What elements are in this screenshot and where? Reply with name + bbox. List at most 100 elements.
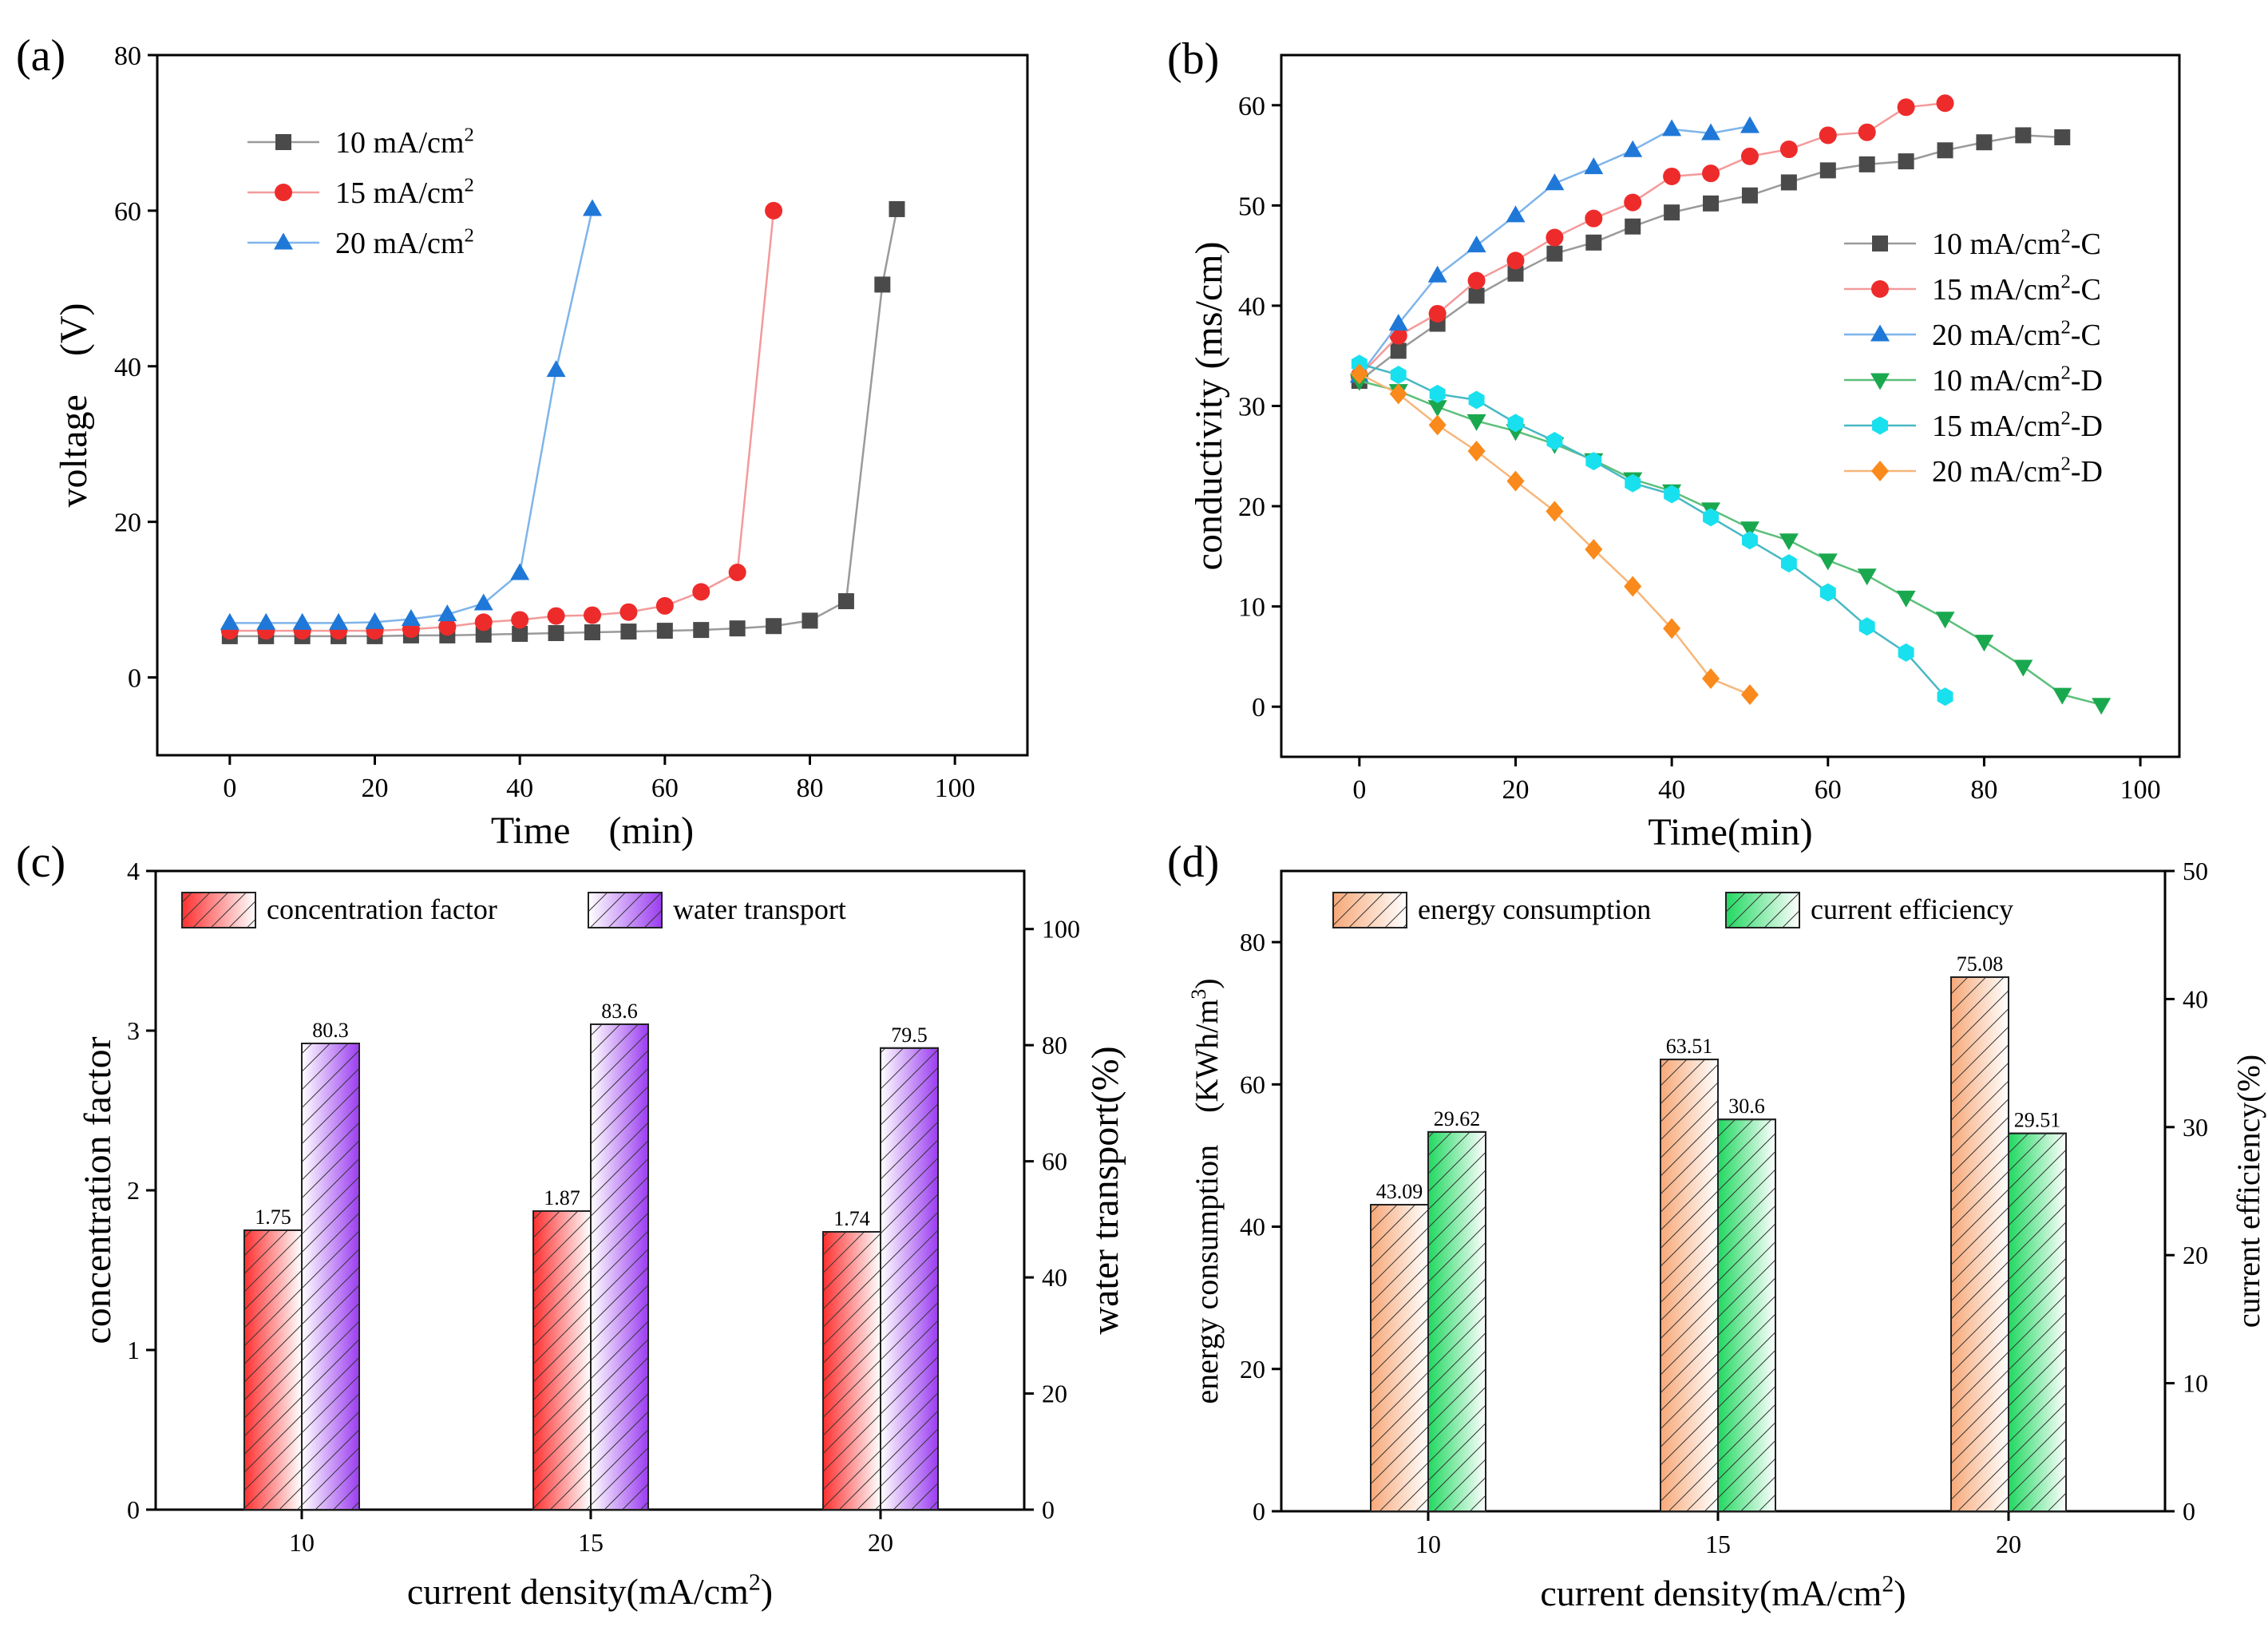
data-point <box>1584 157 1604 175</box>
legend-entry: 15 mA/cm2 <box>335 175 474 210</box>
y-right-tick-label: 20 <box>1042 1380 1067 1408</box>
y-axis-label-main: energy consumption (KWh/m <box>1189 1000 1225 1404</box>
legend-entry-sup: 2 <box>2060 362 2070 384</box>
series-line <box>229 208 898 638</box>
bar-hatch <box>1370 1204 1429 1513</box>
data-point <box>837 593 854 610</box>
data-point <box>1546 431 1563 450</box>
plot-frame <box>156 53 1029 757</box>
x-axis-label-main: current density(mA/cm <box>407 1571 749 1612</box>
bar-series-0: 43.09 63.51 75.08 <box>1370 952 2009 1513</box>
data-point <box>437 604 457 622</box>
data-point <box>1427 265 1447 283</box>
x-tick-label: 40 <box>506 774 533 803</box>
series-2 <box>220 199 602 630</box>
legend-entry-main: 15 mA/cm <box>1932 410 2060 443</box>
legend-entry: 15 mA/cm2-C <box>1932 271 2101 307</box>
data-point <box>547 607 565 625</box>
data-point <box>584 606 601 624</box>
data-point <box>1780 174 1797 191</box>
legend-swatch-hatch <box>1725 892 1800 928</box>
x-tick-label: 20 <box>1502 775 1529 805</box>
panel-label-a: (a) <box>16 31 65 81</box>
chart-panel-d: 0 20 40 60 80 0 10 20 30 40 50 10 15 20 current densit… <box>1187 857 2266 1613</box>
legend-marker <box>1872 236 1888 251</box>
y-tick-label: 40 <box>1238 292 1265 322</box>
legend-marker <box>274 232 293 250</box>
panel-label-c: (c) <box>16 837 65 887</box>
series-5 <box>1350 363 1759 706</box>
data-point <box>1624 576 1642 597</box>
bar-data-label: 43.09 <box>1376 1180 1423 1203</box>
bar-hatch <box>532 1210 592 1510</box>
y-right-axis-label: water transport(%) <box>1084 1046 1126 1334</box>
y-tick-label: 40 <box>1240 1213 1265 1241</box>
y-tick-label: 3 <box>127 1016 140 1045</box>
x-tick-label: 10 <box>1415 1530 1441 1558</box>
bar-series-1: 29.62 30.6 29.51 <box>1427 1095 2067 1513</box>
x-axis-label: Time(min) <box>1648 811 1812 853</box>
legend-entry: 15 mA/cm2-D <box>1932 408 2103 443</box>
x-tick-label: 20 <box>868 1528 893 1557</box>
data-point <box>1663 618 1681 639</box>
y-axis-label: concentration factor <box>77 1036 119 1344</box>
x-tick-label: 20 <box>1996 1530 2021 1558</box>
data-point <box>1703 508 1720 527</box>
x-tick-label: 10 <box>289 1528 315 1557</box>
series-line <box>1359 373 1751 696</box>
data-point <box>1664 485 1680 504</box>
data-point <box>584 624 600 641</box>
data-point <box>1429 384 1446 403</box>
data-point <box>1702 164 1720 183</box>
x-axis-label: current density(mA/cm2) <box>1540 1571 1906 1613</box>
data-point <box>2015 127 2032 144</box>
series-0 <box>221 200 905 644</box>
data-point <box>1546 245 1563 262</box>
series-line <box>1359 362 1946 698</box>
data-point <box>1507 414 1524 433</box>
x-axis-label-sup: 2 <box>1882 1571 1894 1597</box>
series-2 <box>1349 116 1759 383</box>
bar-data-label: 30.6 <box>1728 1095 1765 1118</box>
legend-swatch-hatch <box>1332 892 1407 928</box>
legend-entry: current efficiency <box>1811 893 2013 925</box>
data-point <box>1819 126 1837 144</box>
data-point <box>1428 304 1447 323</box>
legend-entry: 10 mA/cm2-C <box>1932 226 2101 261</box>
x-tick-label: 0 <box>223 774 236 803</box>
data-point <box>1664 204 1680 221</box>
data-point <box>1466 414 1486 431</box>
data-point <box>1936 94 1954 113</box>
data-point <box>1506 205 1526 223</box>
x-axis-label-main: current density(mA/cm <box>1540 1573 1882 1613</box>
y-tick-label: 0 <box>1252 693 1265 722</box>
bar-hatch <box>1660 1059 1719 1512</box>
x-axis-label-sup: 2 <box>749 1570 761 1596</box>
bar-hatch <box>2008 1132 2067 1512</box>
y-tick-label: 60 <box>114 197 141 227</box>
data-point <box>1741 187 1758 204</box>
y-right-tick-label: 40 <box>2183 984 2208 1013</box>
y-tick-label: 10 <box>1238 593 1265 623</box>
x-tick-label: 80 <box>1970 775 1997 805</box>
data-point <box>1388 314 1408 331</box>
data-point <box>1974 635 1994 652</box>
data-point <box>802 612 818 629</box>
bar-hatch <box>880 1047 939 1511</box>
y-tick-label: 1 <box>127 1336 140 1364</box>
y-tick-label: 80 <box>114 42 141 71</box>
legend-entry-sup: 2 <box>2060 226 2070 247</box>
x-tick-label: 0 <box>1352 775 1366 805</box>
data-point <box>1545 173 1565 191</box>
legend-marker <box>275 184 292 201</box>
data-point <box>1740 147 1759 165</box>
y-tick-label: 60 <box>1238 92 1265 121</box>
legend-entry: 10 mA/cm2-D <box>1932 362 2103 398</box>
y-right-tick-label: 20 <box>2183 1241 2208 1269</box>
data-point <box>1467 271 1486 290</box>
x-tick-label: 20 <box>362 774 389 803</box>
data-point <box>2092 698 2112 715</box>
data-point <box>1937 142 1953 159</box>
y-tick-label: 80 <box>1240 928 1265 956</box>
